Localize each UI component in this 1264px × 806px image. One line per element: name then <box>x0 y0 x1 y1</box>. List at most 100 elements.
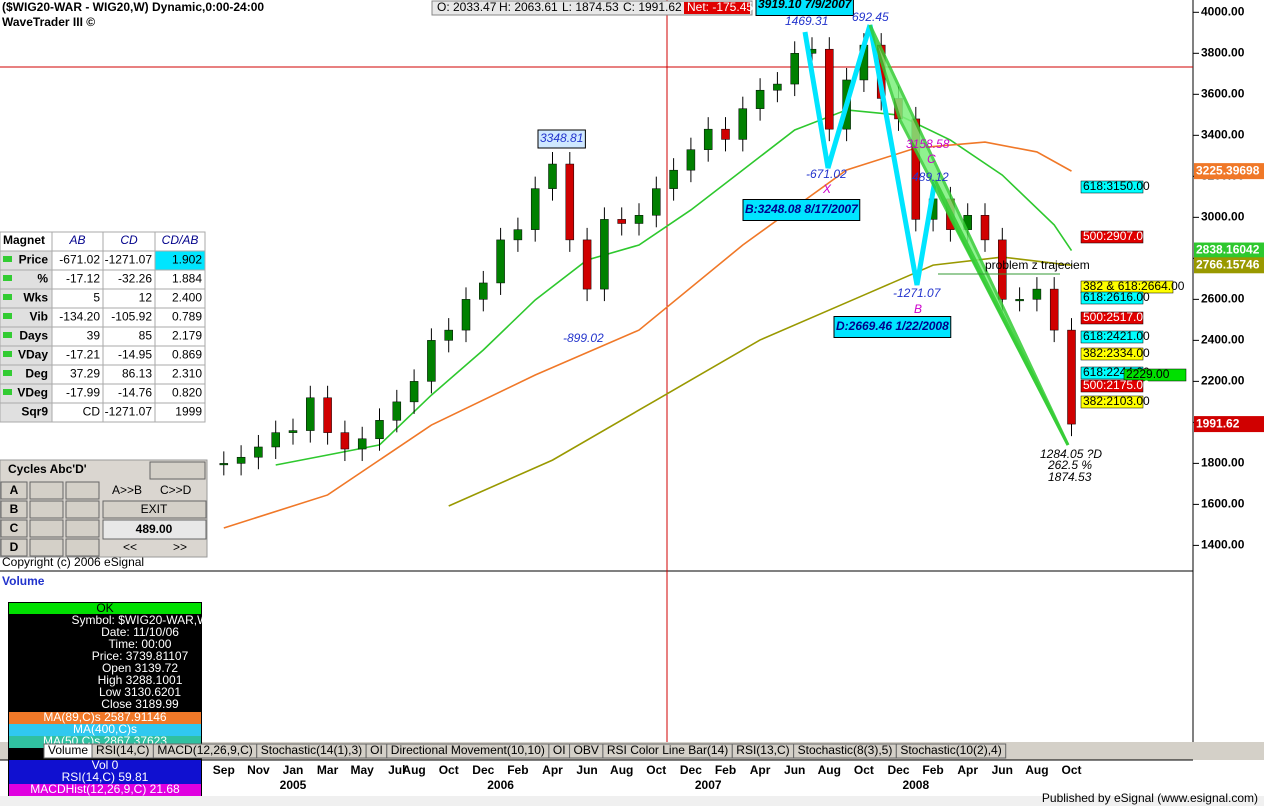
fib-level-label: 618:2616.00 <box>1083 290 1150 304</box>
x-tick-label: Apr <box>542 763 563 777</box>
cycles-back[interactable]: << <box>123 540 137 554</box>
cycles-arrow-button[interactable] <box>65 481 100 500</box>
tab-label[interactable]: RSI Color Line Bar(14) <box>607 743 728 757</box>
tab-label[interactable]: Stochastic(8(3),5) <box>798 743 893 757</box>
data-footer: RSI(14,C) 59.81 <box>62 770 149 784</box>
cycles-arrow-button[interactable] <box>65 538 100 557</box>
cycles-button[interactable] <box>0 519 28 538</box>
cycles-nav-button[interactable] <box>149 461 206 480</box>
candle <box>773 83 782 91</box>
candle <box>375 420 384 440</box>
cycles-row-label: D <box>10 540 19 554</box>
data-row: Date: 11/10/06 <box>101 625 179 639</box>
annotation: B <box>914 302 922 316</box>
cycles-arrow-button[interactable] <box>29 481 64 500</box>
last-value-box <box>1194 163 1264 180</box>
tab-label[interactable]: MACD(12,26,9,C) <box>157 743 252 757</box>
x-tick-label: Jun <box>992 763 1013 777</box>
last-value-box <box>1194 242 1264 259</box>
candle <box>357 438 367 450</box>
tab[interactable] <box>895 743 1007 759</box>
magnet-cell-text: 0.789 <box>172 310 202 324</box>
data-ma: MA(89,C)s 2587.91146 <box>43 710 167 724</box>
tab-label[interactable]: OI <box>370 743 383 757</box>
cycles-row-label: C <box>10 521 19 535</box>
cycles-arrow-button[interactable] <box>29 500 64 519</box>
x-year-label: 2006 <box>487 778 514 792</box>
cycles-button[interactable] <box>0 500 28 519</box>
tab-label[interactable]: Directional Movement(10,10) <box>391 743 545 757</box>
magnet-header: CD/AB <box>162 233 199 247</box>
fib-level-label: 500:2907.00 <box>1083 229 1150 243</box>
data-footer: Vol 0 <box>92 758 119 772</box>
candle <box>686 149 696 171</box>
cycles-arrow-button[interactable] <box>29 538 64 557</box>
tab-label[interactable]: Stochastic(10(2),4) <box>900 743 1001 757</box>
candle <box>254 446 263 458</box>
last-value-label: 2766.15746 <box>1196 257 1260 271</box>
tab-label[interactable]: Stochastic(14(1),3) <box>261 743 362 757</box>
cycles-button[interactable] <box>0 538 28 557</box>
tab-label[interactable]: OI <box>553 743 566 757</box>
annotation: -671.02 <box>806 167 847 181</box>
data-status-box <box>9 603 201 614</box>
fib-level-label: 382:2334.00 <box>1083 346 1150 360</box>
magnet-cell-text: -17.99 <box>66 386 100 400</box>
exit-button[interactable] <box>102 500 207 519</box>
tab-label[interactable]: RSI(14,C) <box>96 743 149 757</box>
x-tick-label: Jul <box>388 763 405 777</box>
magnet-indicator <box>3 351 12 357</box>
candle <box>427 340 436 382</box>
last-price-box <box>1194 416 1264 433</box>
x-tick-label: Dec <box>680 763 702 777</box>
x-tick-label: Jun <box>576 763 597 777</box>
y-tick-label: 3800.00 <box>1201 45 1245 59</box>
cycles-fwd[interactable]: >> <box>173 540 187 554</box>
data-footer-box <box>9 784 201 796</box>
x-tick-label: Aug <box>610 763 633 777</box>
annotation: 692.45 <box>852 10 889 24</box>
footer: Published by eSignal (www.esignal.com) <box>1042 791 1258 805</box>
magnet-cell-text: 0.820 <box>172 386 202 400</box>
data-footer-box <box>9 772 201 784</box>
candle <box>703 128 713 150</box>
cycles-arrow-button[interactable] <box>65 500 100 519</box>
ohlc-value: H: 2063.61 <box>499 0 558 14</box>
magnet-header: Magnet <box>3 233 45 247</box>
tab-label[interactable]: OBV <box>574 743 599 757</box>
cycles-cd: C>>D <box>160 483 192 497</box>
x-tick-label: Jan <box>283 763 304 777</box>
magnet-cell-text: Sqr9 <box>21 405 48 419</box>
magnet-indicator <box>3 256 12 262</box>
y-tick-label: 3600.00 <box>1201 86 1245 100</box>
chart-title: ($WIG20-WAR - WIG20,W) Dynamic,0:00-24:0… <box>2 0 264 14</box>
data-ma-box <box>9 712 201 724</box>
tab-label[interactable]: RSI(13,C) <box>736 743 789 757</box>
plot: 4000.003800.003600.003400.003200.003000.… <box>213 4 1264 792</box>
candle <box>600 219 609 290</box>
cycles-arrow-button[interactable] <box>65 519 100 538</box>
cycles-button[interactable] <box>0 481 28 500</box>
magnet-cell-text: -1271.07 <box>105 405 153 419</box>
x-tick-label: Sep <box>213 763 235 777</box>
magnet-cell-text: Price <box>19 253 49 267</box>
y-tick-label: 3400.00 <box>1201 127 1245 141</box>
magnet-cell <box>154 402 206 423</box>
x-year-label: 2008 <box>902 778 929 792</box>
x-tick-label: Dec <box>887 763 909 777</box>
annotation: 3919.10 7/9/2007 <box>758 0 853 11</box>
y-tick-label: 3000.00 <box>1201 210 1245 224</box>
candle <box>790 53 799 85</box>
fib-level-box <box>1080 379 1144 393</box>
x-year-label: 2007 <box>695 778 722 792</box>
x-tick-label: Aug <box>402 763 425 777</box>
x-tick-label: May <box>351 763 375 777</box>
cycles-arrow-button[interactable] <box>29 519 64 538</box>
magnet-cell-text: 1.884 <box>172 272 202 286</box>
annotation: X <box>822 182 832 196</box>
tab-label[interactable]: Volume <box>48 743 88 757</box>
magnet-cell-text: 1.902 <box>172 253 202 267</box>
annotation: 1284.05 ?D <box>1040 447 1102 461</box>
